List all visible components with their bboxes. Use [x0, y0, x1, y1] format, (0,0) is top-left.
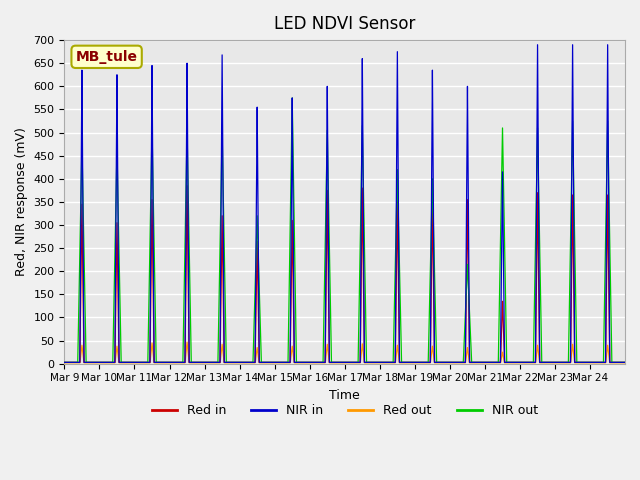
X-axis label: Time: Time — [330, 389, 360, 402]
Legend: Red in, NIR in, Red out, NIR out: Red in, NIR in, Red out, NIR out — [147, 399, 543, 422]
Title: LED NDVI Sensor: LED NDVI Sensor — [274, 15, 415, 33]
Y-axis label: Red, NIR response (mV): Red, NIR response (mV) — [15, 128, 28, 276]
Text: MB_tule: MB_tule — [76, 50, 138, 64]
